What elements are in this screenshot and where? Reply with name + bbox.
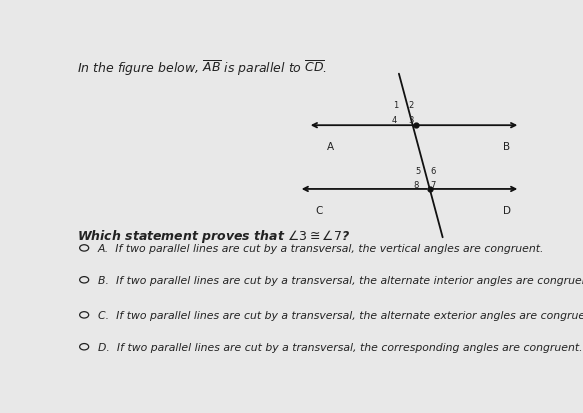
Text: 2: 2 — [408, 101, 413, 110]
Text: C: C — [315, 205, 323, 215]
Text: B.  If two parallel lines are cut by a transversal, the alternate interior angle: B. If two parallel lines are cut by a tr… — [98, 275, 583, 285]
Text: B: B — [503, 142, 510, 152]
Text: In the figure below, $\overline{AB}$ is parallel to $\overline{CD}$.: In the figure below, $\overline{AB}$ is … — [78, 59, 328, 78]
Text: D: D — [503, 205, 511, 215]
Text: 5: 5 — [415, 166, 420, 176]
Text: 3: 3 — [408, 116, 413, 125]
Text: 7: 7 — [430, 180, 436, 189]
Text: C.  If two parallel lines are cut by a transversal, the alternate exterior angle: C. If two parallel lines are cut by a tr… — [98, 310, 583, 320]
Text: 6: 6 — [430, 166, 436, 176]
Text: A: A — [327, 142, 334, 152]
Text: D.  If two parallel lines are cut by a transversal, the corresponding angles are: D. If two parallel lines are cut by a tr… — [98, 342, 582, 352]
Text: A.  If two parallel lines are cut by a transversal, the vertical angles are cong: A. If two parallel lines are cut by a tr… — [98, 243, 544, 253]
Text: 8: 8 — [413, 180, 419, 189]
Text: 4: 4 — [392, 116, 397, 125]
Text: 1: 1 — [394, 101, 399, 110]
Text: Which statement proves that $\angle 3 \cong \angle 7$?: Which statement proves that $\angle 3 \c… — [78, 228, 350, 244]
